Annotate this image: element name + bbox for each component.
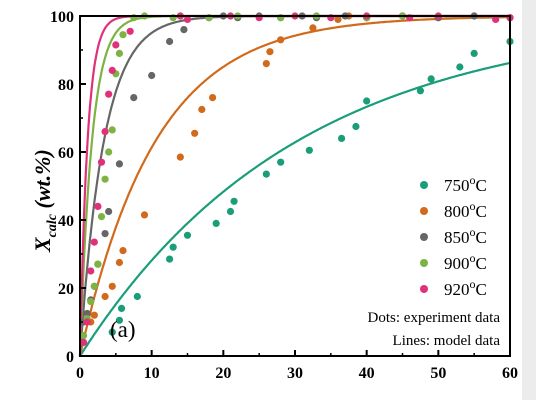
data-point-750 (115, 316, 124, 324)
data-point-920 (183, 15, 192, 23)
data-point-750 (470, 49, 478, 58)
data-point-800 (90, 311, 98, 319)
y-tick-label: 0 (66, 349, 74, 366)
x-tick-label: 50 (430, 365, 446, 382)
data-point-920 (105, 90, 113, 98)
data-point-800 (334, 15, 342, 23)
data-point-750 (108, 328, 116, 336)
tick-labels: 0 10 20 30 40 50 60 0 20 40 60 80 100 (50, 9, 518, 382)
data-point-920 (79, 338, 88, 346)
legend-marker-900 (420, 259, 428, 267)
data-point-750 (262, 170, 270, 178)
data-point-920 (90, 238, 98, 246)
data-point-850 (101, 230, 109, 238)
legend-marker-800 (420, 207, 428, 215)
data-point-850 (105, 207, 113, 216)
legend-label-850: 850oC (444, 225, 487, 247)
data-point-900 (87, 298, 95, 306)
data-point-800 (309, 24, 317, 32)
legend-label-920: 920oC (444, 277, 487, 299)
x-tick-label: 60 (502, 365, 518, 382)
data-point-920 (112, 41, 120, 49)
data-point-750 (212, 219, 220, 227)
y-tick-label: 60 (58, 145, 74, 162)
data-point-750 (305, 146, 313, 154)
data-point-900 (115, 49, 124, 58)
data-point-800 (191, 129, 199, 137)
data-point-900 (101, 175, 109, 183)
data-point-800 (115, 258, 124, 267)
y-axis-label: Xcalc (wt.%) (30, 149, 60, 253)
data-point-920 (87, 267, 95, 275)
x-tick-label: 30 (287, 365, 303, 382)
axes (79, 15, 511, 357)
x-tick-label: 40 (359, 365, 375, 382)
annotation-experiment: Dots: experiment data (368, 310, 501, 326)
data-point-800 (208, 94, 217, 102)
x-tick-label: 20 (215, 365, 231, 382)
data-point-920 (83, 318, 91, 326)
data-point-750 (427, 75, 435, 83)
data-point-850 (83, 309, 91, 318)
model-line-750 (79, 61, 511, 357)
legend-marker-850 (420, 233, 428, 241)
data-point-800 (277, 36, 285, 44)
legend: 750oC 800oC 850oC 900oC 920oC (420, 173, 487, 299)
data-point-800 (198, 105, 206, 114)
panel-label: (a) (110, 317, 136, 342)
data-point-750 (183, 231, 192, 239)
data-point-800 (108, 282, 116, 290)
data-point-750 (352, 122, 360, 131)
data-point-750 (416, 87, 425, 95)
data-point-920 (108, 66, 116, 74)
legend-marker-920 (420, 285, 428, 293)
legend-label-800: 800oC (444, 199, 487, 221)
data-point-850 (165, 37, 174, 46)
annotation-model: Lines: model data (393, 333, 501, 349)
legend-label-750: 750oC (444, 173, 487, 195)
data-point-800 (176, 153, 184, 161)
data-point-750 (117, 304, 126, 312)
data-point-800 (266, 48, 274, 56)
x-tick-label: 10 (144, 365, 160, 382)
y-tick-label: 20 (58, 281, 74, 298)
y-tick-label: 40 (58, 213, 74, 230)
data-point-750 (169, 243, 177, 251)
data-point-900 (90, 282, 98, 290)
legend-marker-750 (420, 181, 428, 189)
data-point-900 (94, 260, 102, 268)
window-edge (522, 0, 536, 400)
data-point-800 (262, 60, 270, 68)
data-point-750 (226, 207, 235, 216)
data-point-900 (119, 31, 127, 39)
data-point-750 (230, 197, 238, 205)
data-point-920 (97, 158, 106, 166)
data-point-900 (79, 332, 88, 340)
data-point-850 (148, 71, 156, 80)
data-point-900 (105, 148, 113, 156)
data-point-920 (94, 202, 102, 210)
data-point-750 (456, 63, 464, 71)
y-tick-label: 100 (50, 9, 74, 26)
data-point-850 (130, 94, 138, 102)
data-point-900 (108, 126, 116, 134)
data-point-920 (101, 128, 109, 136)
data-point-900 (97, 213, 106, 221)
data-point-920 (126, 27, 134, 35)
data-point-750 (133, 292, 141, 301)
data-point-800 (140, 211, 149, 219)
legend-label-900: 900oC (444, 251, 487, 273)
x-tick-label: 0 (76, 365, 84, 382)
data-point-800 (119, 247, 127, 255)
data-point-750 (277, 158, 285, 166)
data-point-750 (165, 255, 174, 263)
data-point-850 (180, 26, 188, 34)
data-point-750 (363, 97, 371, 105)
data-point-850 (115, 160, 124, 168)
data-point-920 (492, 15, 500, 23)
data-point-750 (337, 134, 346, 142)
data-point-800 (101, 292, 109, 301)
y-tick-label: 80 (58, 77, 74, 94)
